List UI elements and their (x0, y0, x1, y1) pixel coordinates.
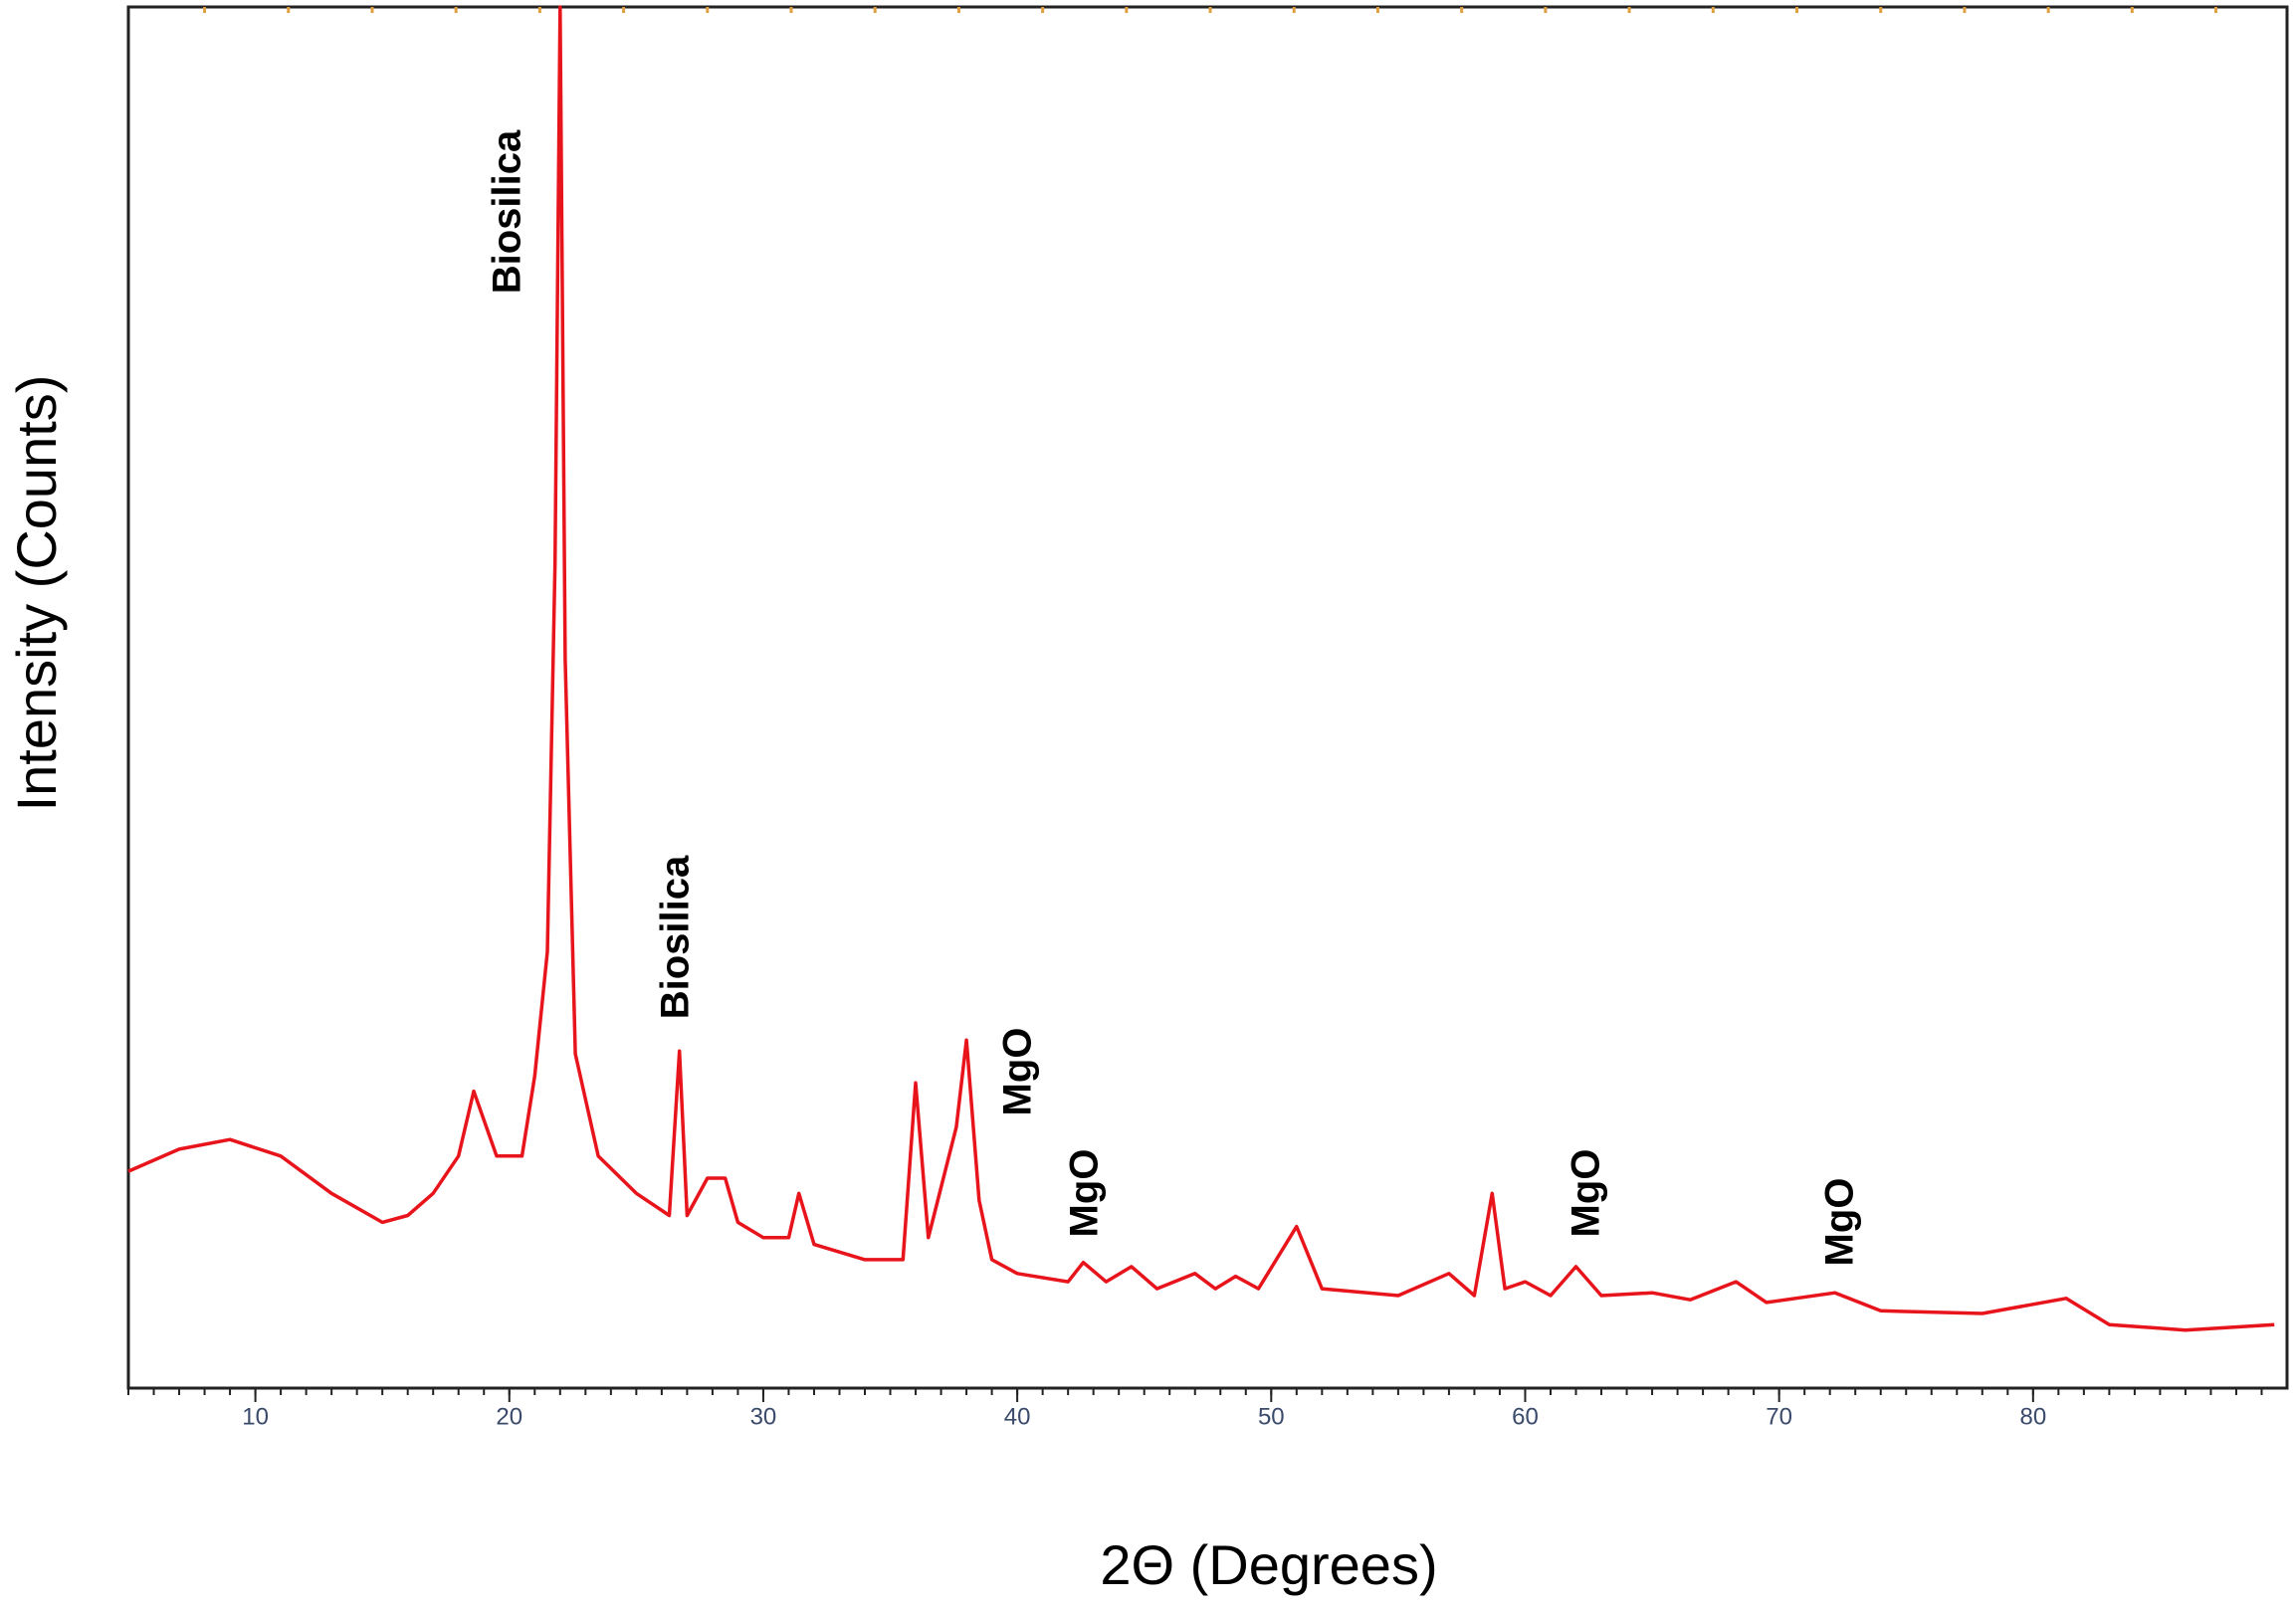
peak-annotation: Biosilica (486, 129, 529, 294)
plot-frame (126, 5, 2289, 1390)
x-tick-label: 70 (1766, 1403, 1792, 1430)
x-tick-label: 50 (1258, 1403, 1285, 1430)
y-axis-label: Intensity (Counts) (5, 375, 68, 812)
x-tick-label: 20 (496, 1403, 522, 1430)
peak-annotation: Biosilica (654, 855, 698, 1019)
peak-annotation: MgO (1565, 1149, 1608, 1238)
x-tick-label: 40 (1004, 1403, 1031, 1430)
x-tick-label: 80 (2019, 1403, 2046, 1430)
peak-annotation: MgO (996, 1028, 1040, 1116)
x-tick-label: 10 (242, 1403, 269, 1430)
peak-annotation: MgO (1818, 1178, 1862, 1267)
peak-annotation: MgO (1063, 1149, 1107, 1238)
x-axis-label: 2Θ (Degrees) (1100, 1533, 1437, 1596)
xrd-line (127, 5, 2275, 1332)
x-tick-label: 30 (750, 1403, 777, 1430)
x-tick-label: 60 (1512, 1403, 1539, 1430)
